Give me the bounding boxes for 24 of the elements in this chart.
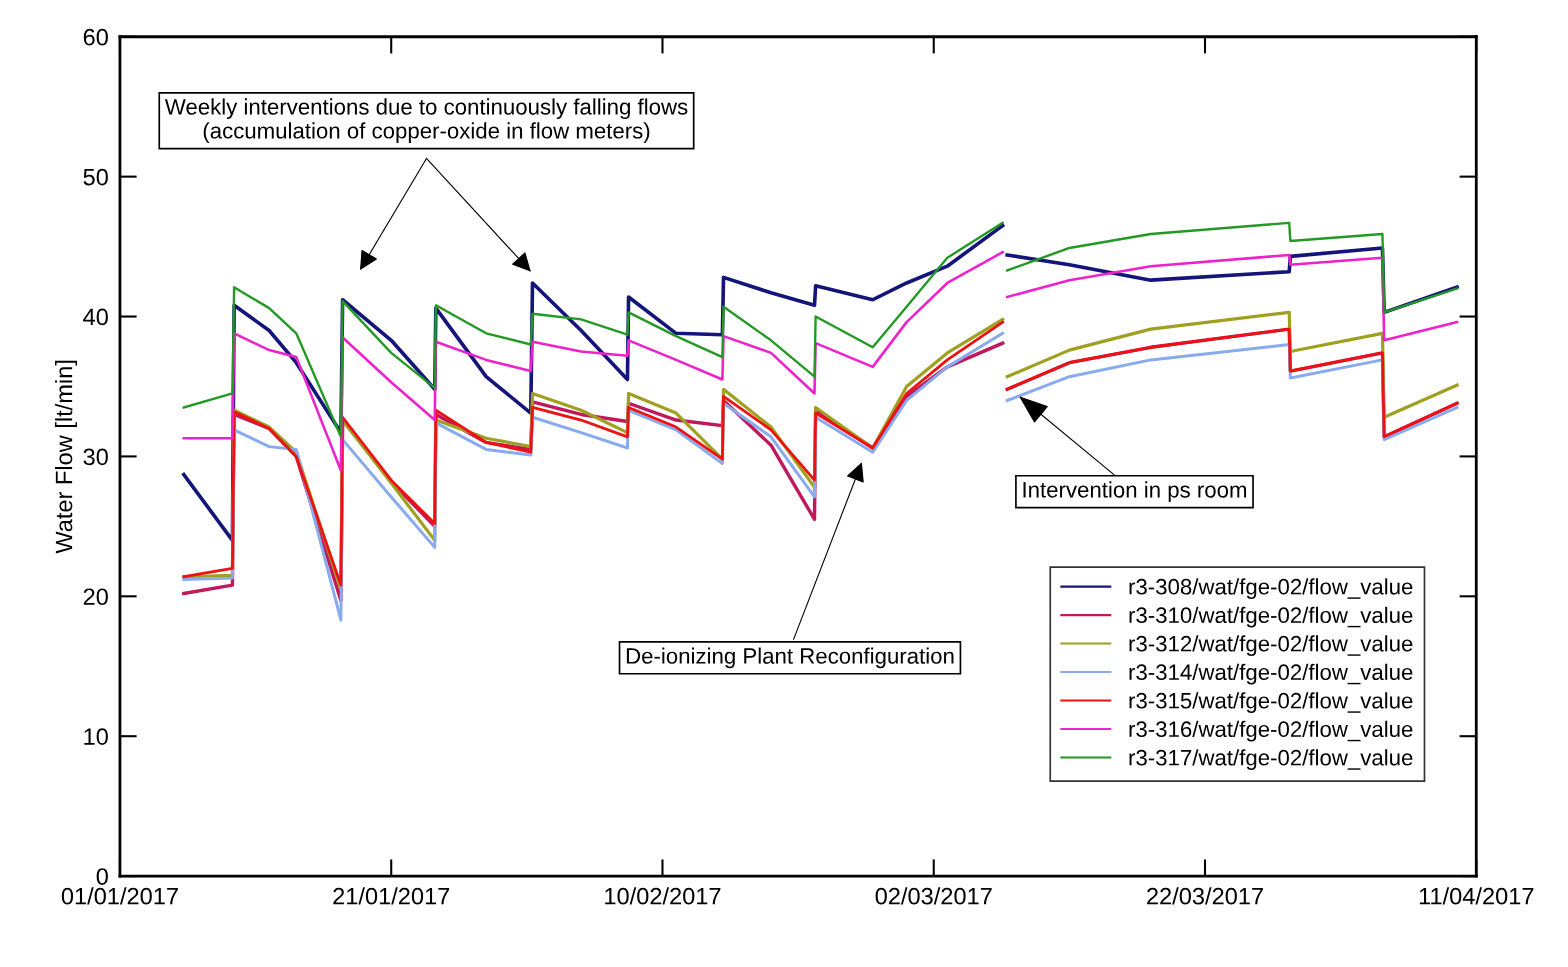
x-tick-label: 10/02/2017 — [605, 887, 721, 905]
legend-label: r3-308/wat/fge-02/flow_value — [1129, 578, 1413, 599]
x-tick-label: 21/01/2017 — [333, 887, 450, 905]
y-tick-label: 30 — [83, 448, 108, 466]
y-tick-label: 10 — [84, 728, 108, 745]
y-tick-label: 0 — [96, 868, 108, 885]
legend-label: r3-310/wat/fge-02/flow_value — [1129, 606, 1413, 628]
y-tick-label: 60 — [83, 28, 108, 46]
legend-label: r3-312/wat/fge-02/flow_value — [1129, 635, 1413, 656]
y-tick-label: 20 — [83, 588, 108, 606]
y-tick-label: 40 — [83, 308, 108, 326]
legend-label: r3-316/wat/fge-02/flow_value — [1129, 720, 1413, 742]
annotation: Intervention in ps room — [1023, 481, 1247, 503]
x-tick-label: 22/03/2017 — [1147, 887, 1263, 905]
annotation: Weekly interventions due to continuously falling flows (accumulation of copper-oxide in flow meters) — [164, 98, 688, 144]
annotation: De-ionizing Plant Reconfiguration — [626, 647, 954, 669]
x-tick-label: 01/01/2017 — [61, 887, 178, 905]
legend-label: r3-314/wat/fge-02/flow_value — [1129, 663, 1413, 685]
legend-label: r3-315/wat/fge-02/flow_value — [1129, 692, 1413, 713]
y-tick-label: 50 — [83, 168, 108, 186]
y-axis-title: Water Flow [lt/min] — [55, 360, 78, 554]
legend-label: r3-317/wat/fge-02/flow_value — [1129, 749, 1413, 770]
x-tick-label: 02/03/2017 — [875, 887, 992, 905]
x-tick-label: 11/04/2017 — [1419, 887, 1534, 905]
